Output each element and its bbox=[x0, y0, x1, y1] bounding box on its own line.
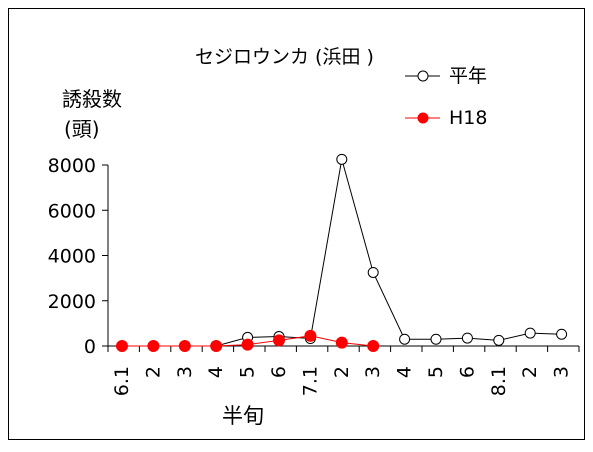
x-tick-label: 2 bbox=[142, 366, 164, 378]
x-tick-label: 7.1 bbox=[299, 366, 321, 396]
chart-title: セジロウンカ (浜田 ) bbox=[195, 46, 374, 68]
legend-label-h18: H18 bbox=[449, 107, 487, 129]
series-layer bbox=[116, 153, 568, 352]
x-tick-label: 3 bbox=[174, 366, 196, 378]
y-axis-label-line1: 誘殺数 bbox=[62, 87, 122, 111]
x-axis-label: 半旬 bbox=[222, 404, 264, 428]
x-tick-label: 4 bbox=[205, 366, 227, 378]
data-point-1 bbox=[273, 334, 285, 347]
y-tick-label: 6000 bbox=[48, 200, 96, 222]
legend-marker-h18 bbox=[417, 112, 429, 124]
x-tick-label: 3 bbox=[362, 366, 384, 378]
legend-label-heinen: 平年 bbox=[449, 65, 487, 87]
data-point-0 bbox=[493, 334, 505, 346]
y-tick-label: 4000 bbox=[48, 246, 96, 268]
x-tick-label: 5 bbox=[237, 366, 259, 378]
x-tick-label: 5 bbox=[425, 366, 447, 378]
x-tick-label: 6 bbox=[268, 366, 290, 378]
data-point-1 bbox=[116, 340, 128, 352]
data-point-0 bbox=[336, 153, 348, 165]
data-point-1 bbox=[210, 340, 223, 352]
y-tick-label: 0 bbox=[84, 336, 96, 358]
x-tick-label: 3 bbox=[551, 366, 573, 378]
data-point-1 bbox=[367, 340, 380, 352]
x-tick-label: 6.1 bbox=[111, 366, 133, 396]
data-point-0 bbox=[524, 327, 536, 339]
x-tick-label: 2 bbox=[519, 366, 541, 378]
data-point-1 bbox=[241, 338, 254, 351]
y-tick-label: 8000 bbox=[48, 155, 96, 177]
legend-marker-heinen bbox=[417, 70, 429, 82]
data-point-1 bbox=[304, 329, 317, 342]
data-point-0 bbox=[399, 333, 411, 345]
data-point-1 bbox=[178, 340, 191, 352]
x-tick-label: 6 bbox=[456, 366, 478, 378]
x-tick-label: 4 bbox=[394, 366, 416, 378]
data-point-1 bbox=[335, 336, 348, 349]
data-point-0 bbox=[430, 333, 442, 345]
x-tick-label: 8.1 bbox=[488, 366, 510, 396]
data-point-1 bbox=[147, 340, 160, 352]
data-point-0 bbox=[556, 328, 568, 340]
chart-border bbox=[8, 8, 585, 440]
data-point-0 bbox=[367, 266, 379, 278]
data-point-0 bbox=[461, 332, 473, 344]
y-tick-label: 2000 bbox=[48, 291, 96, 313]
x-tick-label: 2 bbox=[331, 366, 353, 378]
y-axis-label-line2: (頭) bbox=[64, 117, 100, 141]
legend: 平年 H18 bbox=[405, 65, 487, 129]
